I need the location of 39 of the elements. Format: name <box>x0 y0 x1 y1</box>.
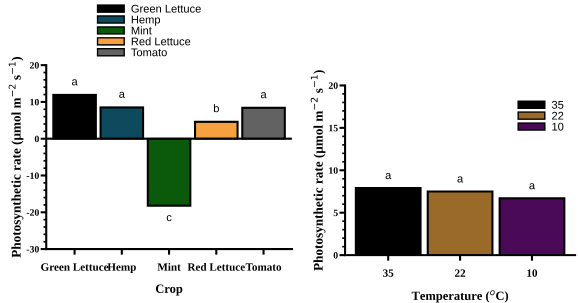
x-tick-label: 35 <box>383 269 394 277</box>
x-axis-title: Crop <box>156 284 182 296</box>
y-tick-label: 15 <box>329 124 338 132</box>
annotation: a <box>260 92 267 98</box>
x-tick-label: Red Lettuce <box>188 262 245 271</box>
y-tick-label: 20 <box>328 82 338 89</box>
legend-label: Green Lettuce <box>131 4 201 13</box>
y-tick-label: 10 <box>329 167 338 174</box>
y-tick-label: 0 <box>34 136 39 142</box>
y-tick-label: -20 <box>26 209 39 216</box>
annotation: a <box>72 79 78 86</box>
annotation: b <box>214 104 219 112</box>
x-tick-label: Green Lettuce <box>41 263 108 271</box>
y-axis-title: Photosynthetic rate (μmol m$^{−2}$ s$^{−1}$) <box>310 70 326 271</box>
legend-label: Red Lettuce <box>132 37 190 46</box>
legend-label: Tomato <box>131 48 167 56</box>
annotation: a <box>386 173 392 180</box>
y-tick-label: -10 <box>26 172 39 179</box>
legend-label: Mint <box>132 26 152 34</box>
x-tick-label: Tomato <box>246 263 282 271</box>
y-tick-label: -30 <box>26 246 39 253</box>
x-tick-label: Mint <box>158 262 181 271</box>
legend-label: 35 <box>552 100 564 109</box>
annotation: a <box>457 176 464 183</box>
x-tick-label: Hemp <box>108 263 136 274</box>
legend-label: Hemp <box>132 16 160 26</box>
annotation: a <box>529 183 536 190</box>
annotation: a <box>119 92 125 98</box>
x-axis-title: Temperature ($^{o}$C) <box>412 290 508 303</box>
annotation: c <box>166 215 172 222</box>
y-axis-title: Photosynthetic rate (μmol m$^{−2}$ s$^{−1}$) <box>8 57 24 258</box>
y-tick-label: 0 <box>334 252 338 259</box>
legend-label: 22 <box>552 112 564 120</box>
y-tick-label: 20 <box>30 62 39 69</box>
x-tick-label: 22 <box>455 269 466 277</box>
y-tick-label: 10 <box>30 98 39 106</box>
legend-label: 10 <box>552 122 564 131</box>
y-tick-label: 5 <box>334 210 338 216</box>
x-tick-label: 10 <box>527 269 538 277</box>
